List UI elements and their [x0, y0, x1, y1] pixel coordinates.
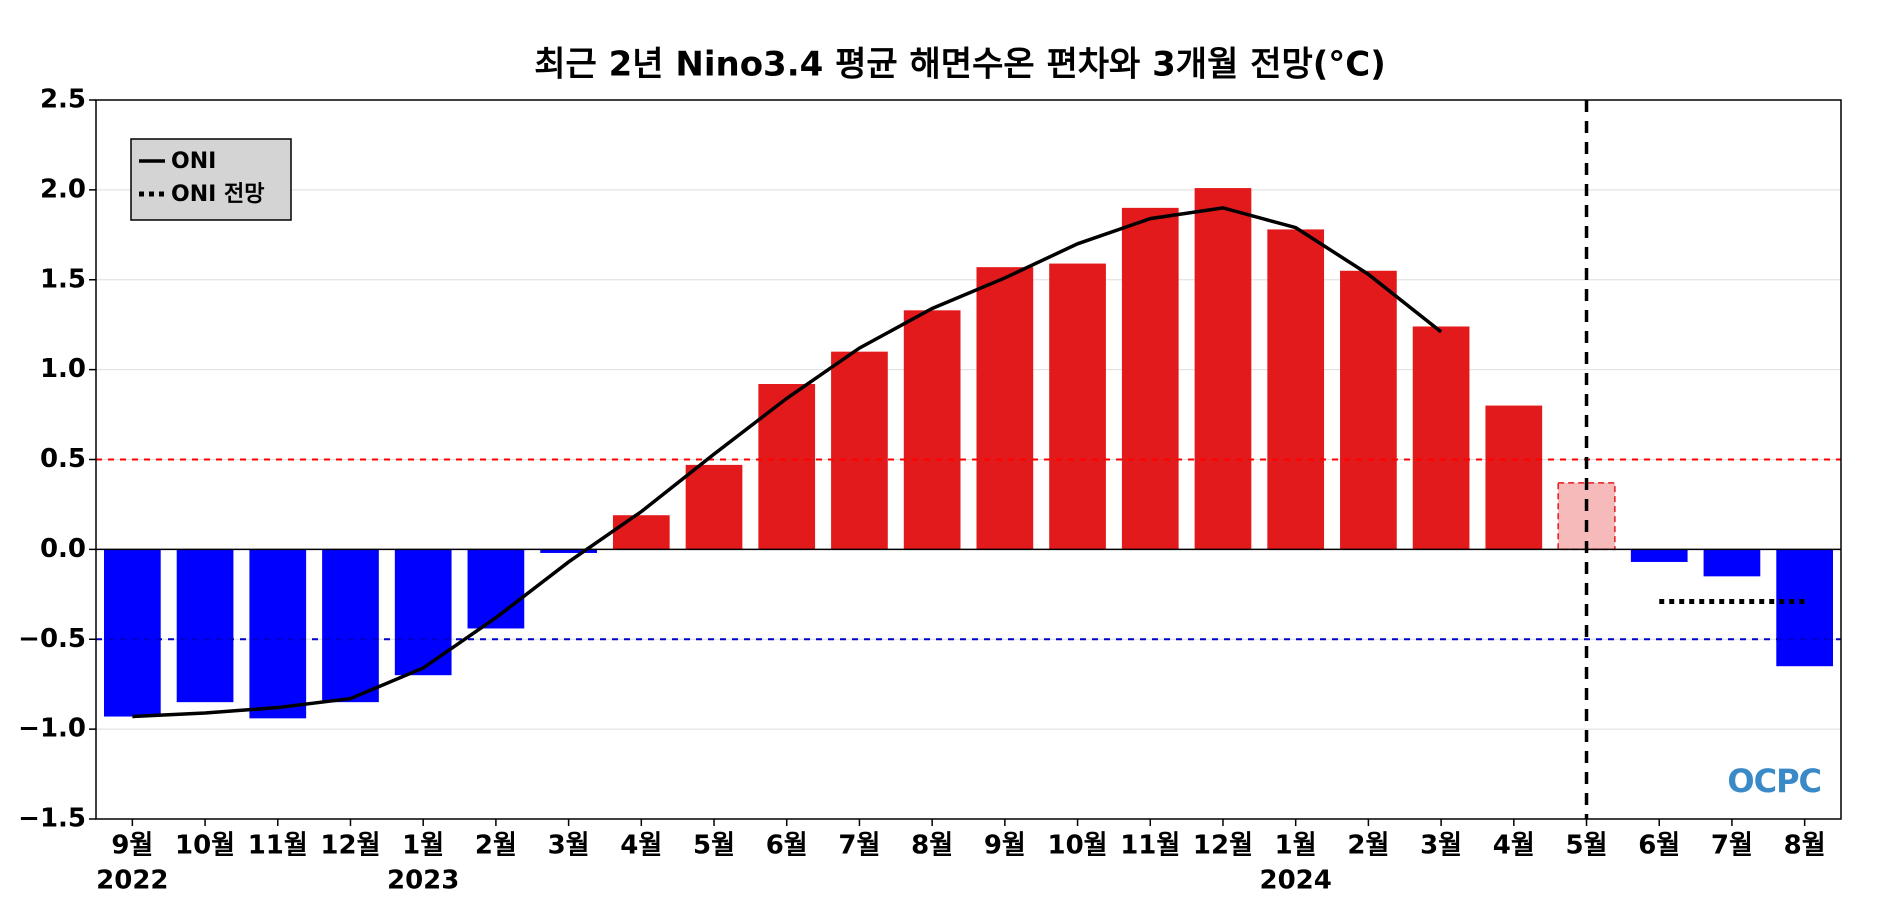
legend-box [130, 138, 292, 221]
y-tick-label: 0.5 [40, 444, 86, 474]
year-label: 2022 [96, 866, 168, 896]
chart-title: 최근 2년 Nino3.4 평균 해면수온 편차와 3개월 전망(°C) [534, 45, 1386, 85]
bar [976, 267, 1034, 550]
bar [1776, 549, 1834, 667]
x-tick-label: 5월 [1566, 831, 1608, 861]
x-tick-label: 11월 [1120, 831, 1180, 861]
x-tick-label: 4월 [1493, 831, 1535, 861]
x-tick-label: 1월 [1275, 831, 1317, 861]
bar [1630, 549, 1688, 562]
x-tick-label: 6월 [1638, 831, 1680, 861]
bar [1703, 549, 1761, 577]
x-tick-label: 4월 [620, 831, 662, 861]
bar [1121, 207, 1179, 550]
y-tick-label: −1.5 [18, 804, 86, 834]
bar [103, 549, 161, 717]
x-tick-label: 3월 [1420, 831, 1462, 861]
bar [1485, 405, 1543, 550]
y-tick-label: 2.5 [40, 85, 86, 115]
legend-label: ONI 전망 [171, 182, 264, 207]
bar [249, 549, 307, 719]
logo: OCPC [1727, 762, 1821, 800]
x-tick-label: 9월 [111, 831, 153, 861]
y-tick-label: 1.5 [40, 264, 86, 294]
y-tick-label: 2.0 [40, 174, 86, 204]
year-label: 2023 [387, 866, 459, 896]
plot-frame [95, 99, 1842, 820]
x-tick-label: 12월 [1193, 831, 1253, 861]
x-tick-label: 10월 [1048, 831, 1108, 861]
x-tick-label: 6월 [766, 831, 808, 861]
x-tick-label: 3월 [548, 831, 590, 861]
y-tick-label: −1.0 [18, 714, 86, 744]
bar [1049, 263, 1106, 550]
x-tick-label: 7월 [1711, 831, 1753, 861]
x-tick-label: 1월 [402, 831, 444, 861]
x-tick-label: 2월 [475, 831, 517, 861]
x-tick-label: 5월 [693, 831, 735, 861]
x-tick-label: 9월 [984, 831, 1026, 861]
y-tick-label: 1.0 [40, 354, 86, 384]
bar [322, 549, 379, 703]
bar [758, 384, 816, 550]
x-tick-label: 12월 [320, 831, 380, 861]
bar [831, 351, 888, 550]
bar [540, 549, 597, 553]
bar [612, 515, 670, 550]
x-tick-label: 8월 [911, 831, 953, 861]
bar [176, 549, 234, 703]
bar [685, 464, 743, 550]
x-tick-label: 11월 [248, 831, 308, 861]
x-tick-label: 8월 [1784, 831, 1826, 861]
series-line [132, 206, 1443, 719]
bar [1267, 229, 1325, 550]
bar [1412, 326, 1470, 550]
bar [1340, 270, 1397, 550]
x-tick-label: 10월 [175, 831, 235, 861]
y-tick-label: −0.5 [18, 624, 86, 654]
bar [467, 549, 525, 629]
legend-label: ONI [171, 149, 216, 174]
x-tick-label: 7월 [838, 831, 880, 861]
bar [903, 310, 961, 550]
y-tick-label: 0.0 [40, 534, 86, 564]
bar [1557, 482, 1616, 551]
year-label: 2024 [1260, 866, 1332, 896]
bar [1194, 188, 1252, 550]
x-tick-label: 2월 [1347, 831, 1389, 861]
